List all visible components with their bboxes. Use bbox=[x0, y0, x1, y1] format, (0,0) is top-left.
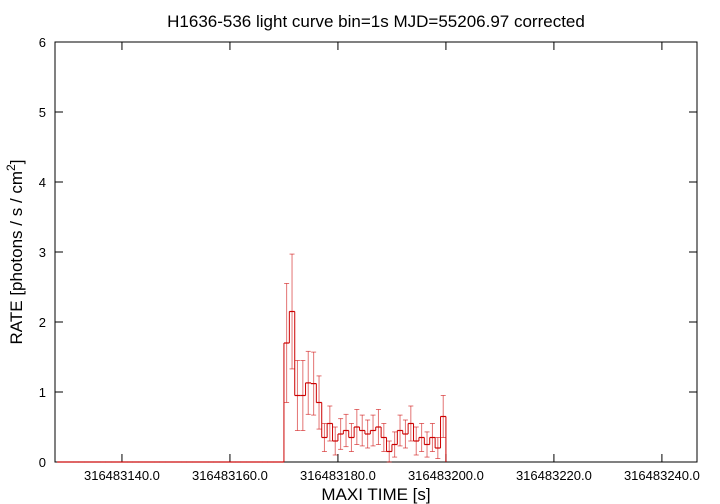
x-tick-label: 316483220.0 bbox=[516, 468, 592, 483]
x-axis-label: MAXI TIME [s] bbox=[321, 485, 430, 504]
y-tick-label: 0 bbox=[39, 455, 46, 470]
x-tick-label: 316483180.0 bbox=[300, 468, 376, 483]
plot-frame bbox=[54, 41, 698, 463]
chart-title: H1636-536 light curve bin=1s MJD=55206.9… bbox=[167, 12, 585, 31]
y-tick-label: 4 bbox=[39, 175, 46, 190]
y-axis-label-text: RATE [photons / s / cm bbox=[7, 171, 26, 345]
y-tick-label: 5 bbox=[39, 105, 46, 120]
x-tick-label: 316483240.0 bbox=[624, 468, 700, 483]
y-axis-label: RATE [photons / s / cm2] bbox=[4, 160, 26, 345]
x-tick-label: 316483160.0 bbox=[192, 468, 268, 483]
y-tick-label: 3 bbox=[39, 245, 46, 260]
x-tick-label: 316483140.0 bbox=[84, 468, 160, 483]
y-tick-label: 1 bbox=[39, 385, 46, 400]
y-tick-label: 6 bbox=[39, 35, 46, 50]
y-tick-label: 2 bbox=[39, 315, 46, 330]
x-tick-label: 316483200.0 bbox=[408, 468, 484, 483]
y-axis-label-end: ] bbox=[7, 160, 26, 165]
y-axis-label-sup: 2 bbox=[4, 164, 18, 171]
